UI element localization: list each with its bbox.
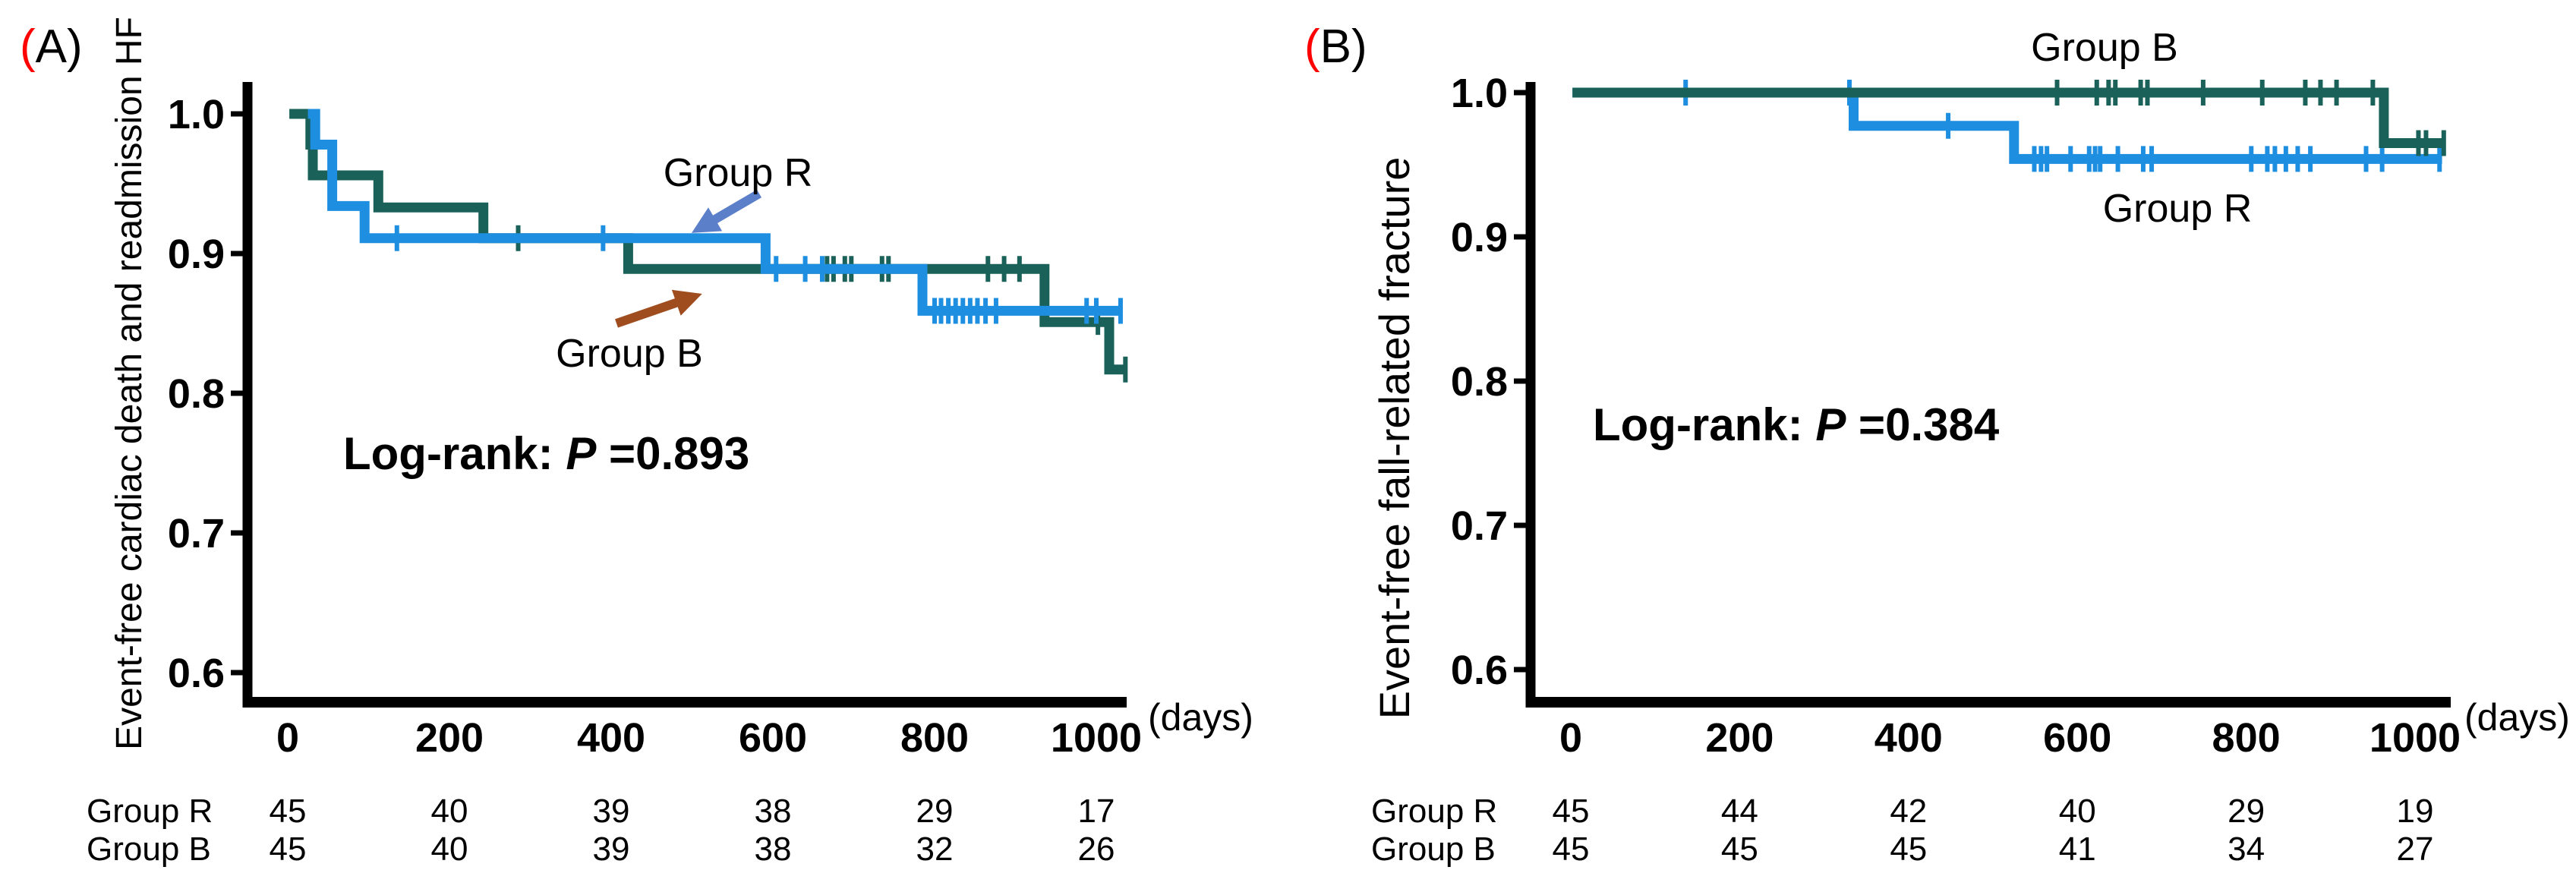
risk-count: 34: [2228, 831, 2265, 868]
x-tick-label: 800: [900, 715, 969, 761]
x-tick-label: 0: [276, 715, 299, 761]
panel-a-annotation-group-r: Group R: [664, 151, 813, 195]
risk-count: 42: [1890, 793, 1927, 830]
panel-a-days-unit-label: (days): [1148, 696, 1253, 739]
risk-count: 40: [2059, 793, 2096, 830]
y-tick-label: 0.7: [1451, 503, 1508, 549]
y-tick-label: 0.6: [1451, 648, 1508, 693]
risk-count: 17: [1078, 793, 1115, 830]
annotation-arrow-group-b: [615, 289, 702, 328]
panel-b-label-rest: B): [1320, 20, 1367, 73]
x-tick-label: 600: [2043, 715, 2111, 761]
panel-b-axes: 1.0 0.9 0.8 0.7 0.6 0 200 400 600 800 1000: [1451, 71, 2461, 761]
x-tick-label: 800: [2212, 715, 2281, 761]
risk-count: 41: [2059, 831, 2096, 868]
x-tick-label: 1000: [2369, 715, 2461, 761]
risk-count: 40: [431, 793, 468, 830]
risk-count: 45: [1890, 831, 1927, 868]
logrank-p-value: =0.893: [596, 428, 749, 479]
risk-count: 39: [593, 831, 630, 868]
risk-table-row-label: Group R: [87, 793, 213, 830]
y-tick-label: 1.0: [168, 92, 225, 137]
panel-a-label-rest: A): [36, 20, 83, 73]
risk-count: 27: [2397, 831, 2434, 868]
risk-count: 45: [1721, 831, 1758, 868]
x-tick-label: 200: [1705, 715, 1774, 761]
x-tick-label: 200: [415, 715, 484, 761]
panel-b-days-unit-label: (days): [2464, 696, 2570, 739]
risk-count: 39: [593, 793, 630, 830]
risk-count: 40: [431, 831, 468, 868]
panel-a-label: (A): [20, 20, 83, 73]
panel-a-risk-table: Group R 45 40 39 38 29 17 Group B 45 40 39 38 32 26: [87, 793, 1115, 868]
panel-b-y-axis-title: Event-free fall-related fracture: [1370, 157, 1418, 720]
logrank-p-symbol: P: [566, 428, 597, 479]
risk-count: 45: [270, 793, 307, 830]
risk-table-row-label: Group R: [1371, 793, 1497, 830]
panel-b-label: (B): [1304, 20, 1367, 73]
panel-b-annotation-group-r: Group R: [2103, 187, 2253, 231]
risk-count: 29: [916, 793, 954, 830]
logrank-p-value: =0.384: [1846, 399, 1999, 450]
panel-a-y-axis-title: Event-free cardiac death and readmission…: [109, 17, 150, 750]
risk-count: 45: [1553, 831, 1590, 868]
risk-count: 45: [1553, 793, 1590, 830]
logrank-prefix: Log-rank:: [1593, 399, 1815, 450]
x-tick-label: 400: [577, 715, 645, 761]
panel-b: 1.0 0.9 0.8 0.7 0.6 0 200 400 600 800 1000 Group R…: [1304, 20, 2570, 868]
panel-a-label-open-paren: (: [20, 20, 36, 73]
km-curve-group-b: [1572, 87, 2445, 148]
y-tick-label: 0.8: [168, 371, 225, 417]
risk-count: 44: [1721, 793, 1758, 830]
risk-count: 19: [2397, 793, 2434, 830]
annotation-arrow-group-r: [691, 189, 762, 233]
risk-table-row-label: Group B: [87, 831, 211, 868]
panel-b-label-open-paren: (: [1304, 20, 1320, 73]
x-tick-label: 1000: [1051, 715, 1142, 761]
logrank-p-symbol: P: [1815, 399, 1846, 450]
panel-b-annotation-group-b: Group B: [2031, 26, 2178, 70]
km-curve-group-r: [307, 109, 1123, 316]
y-tick-label: 0.6: [168, 651, 225, 696]
y-tick-label: 0.9: [168, 232, 225, 277]
risk-count: 32: [916, 831, 954, 868]
y-tick-label: 0.8: [1451, 359, 1508, 405]
risk-count: 26: [1078, 831, 1115, 868]
panel-b-logrank-text: Log-rank: P =0.384: [1593, 399, 2000, 450]
panel-a-axes: 1.0 0.9 0.8 0.7 0.6 0 200 400 600 800 1000: [168, 82, 1142, 761]
y-tick-label: 0.7: [168, 511, 225, 556]
panel-a-logrank-text: Log-rank: P =0.893: [343, 428, 749, 479]
x-tick-label: 0: [1559, 715, 1582, 761]
panel-a: 1.0 0.9 0.8 0.7 0.6 0 200 400 600 800 1000 Group R…: [20, 17, 1253, 868]
x-tick-label: 400: [1874, 715, 1943, 761]
panel-b-curves: [1572, 80, 2446, 172]
y-tick-label: 1.0: [1451, 71, 1508, 116]
risk-count: 45: [270, 831, 307, 868]
risk-count: 38: [755, 793, 792, 830]
x-tick-label: 600: [739, 715, 807, 761]
risk-table-row-label: Group B: [1371, 831, 1496, 868]
panel-a-curves: [289, 109, 1128, 383]
risk-count: 29: [2228, 793, 2265, 830]
logrank-prefix: Log-rank:: [343, 428, 566, 479]
risk-count: 38: [755, 831, 792, 868]
y-tick-label: 0.9: [1451, 215, 1508, 260]
panel-a-annotation-group-b: Group B: [556, 332, 703, 376]
